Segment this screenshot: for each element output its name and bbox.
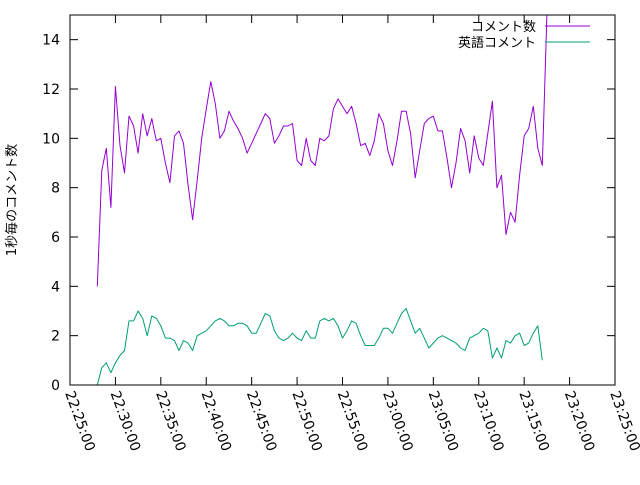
x-tick-label: 22:50:00: [288, 389, 325, 454]
x-tick-label: 22:45:00: [243, 389, 280, 454]
x-tick-label: 22:40:00: [197, 389, 234, 454]
y-tick-label: 6: [51, 230, 60, 246]
series-line-2: [96, 308, 543, 386]
y-tick-label: 4: [51, 279, 60, 295]
x-tick-label: 22:35:00: [152, 389, 189, 454]
x-tick-label: 22:30:00: [107, 389, 144, 454]
legend-label-2: 英語コメント: [458, 35, 536, 51]
x-tick-label: 23:05:00: [425, 389, 462, 454]
x-tick-label: 23:20:00: [561, 389, 598, 454]
y-tick-label: 8: [51, 181, 60, 197]
legend-label-1: コメント数: [471, 20, 536, 35]
x-tick-label: 23:10:00: [470, 389, 507, 454]
x-tick-label: 22:55:00: [334, 389, 371, 454]
y-tick-label: 10: [42, 131, 60, 147]
series-line-1: [96, 14, 548, 287]
y-tick-label: 2: [51, 329, 60, 345]
x-tick-label: 23:15:00: [515, 389, 552, 454]
x-tick-label: 23:00:00: [379, 389, 416, 454]
axes-layer: 0 2 4 6 8 10 12 14 22:25:00 22:30:00 22:35:00 22:40…: [42, 15, 640, 453]
x-tick-label: 23:25:00: [606, 389, 640, 454]
x-tick-label: 22:25:00: [61, 389, 98, 454]
plot-frame: [69, 14, 616, 386]
series-layer: [96, 14, 548, 386]
y-tick-label: 14: [42, 33, 60, 49]
y-tick-label: 12: [42, 82, 60, 98]
y-tick-label: 0: [51, 378, 60, 394]
y-axis-label: 1秒毎のコメント数: [4, 144, 20, 256]
